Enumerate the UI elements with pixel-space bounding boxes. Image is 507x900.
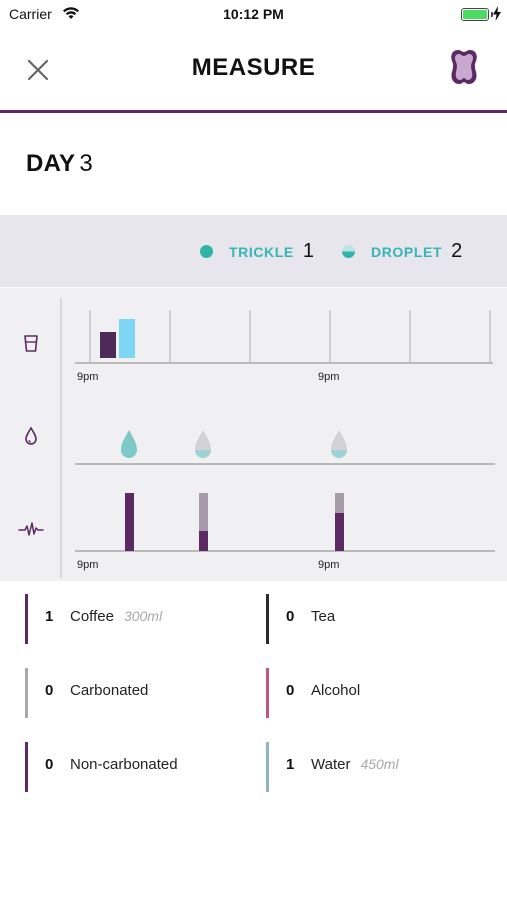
drink-count: 0 [286, 681, 295, 699]
urge-bar-2-bg [199, 493, 208, 551]
droplet-count: 2 [451, 240, 463, 262]
battery-tip [491, 12, 493, 17]
status-time: 10:12 PM [223, 6, 284, 22]
drink-volume: 300ml [123, 607, 163, 624]
nav-header: MEASURE [0, 30, 507, 111]
drops-row [75, 430, 495, 465]
charging-bolt-icon [493, 6, 501, 21]
day-title: DAY 3 [26, 150, 93, 178]
legend-trickle[interactable]: TRICKLE 1 [200, 240, 314, 263]
drop-droplet-1 [195, 430, 211, 458]
battery-icon [461, 8, 489, 21]
drink-name: Water 450ml [311, 755, 399, 773]
header-divider [0, 110, 507, 113]
time-label-top-1: 9pm [77, 371, 98, 383]
day-number: 3 [79, 150, 94, 177]
droplet-label: DROPLET [371, 243, 443, 260]
trickle-label: TRICKLE [229, 243, 294, 260]
drop-droplet-2 [331, 430, 347, 458]
trickle-count: 1 [302, 240, 314, 262]
urge-bar-2-fill [199, 531, 208, 551]
drink-count: 0 [286, 607, 295, 625]
urge-bar-1 [125, 493, 134, 551]
droplet-halfdot-icon [342, 245, 355, 258]
drink-count: 1 [286, 755, 295, 773]
drink-color-bar [25, 742, 28, 792]
drop-icon [25, 426, 37, 445]
intake-row: 9pm 9pm [75, 310, 493, 383]
drink-count: 0 [45, 755, 54, 773]
day-label: DAY [26, 150, 76, 177]
intake-bar-water [119, 319, 135, 358]
device-icon[interactable] [448, 48, 480, 86]
status-bar: Carrier 10:12 PM [0, 0, 507, 28]
time-label-bottom-2: 9pm [318, 559, 339, 571]
legend-band: TRICKLE 1 DROPLET 2 [0, 215, 507, 287]
drink-color-bar [266, 594, 269, 644]
drink-name: Tea [311, 607, 336, 625]
drink-volume: 450ml [360, 755, 399, 772]
intake-bar-coffee [100, 332, 116, 358]
urge-pulse-icon [18, 522, 44, 536]
drink-name: Non-carbonated [70, 755, 178, 773]
legend-droplet[interactable]: DROPLET 2 [342, 240, 462, 263]
drink-name: Coffee 300ml [70, 607, 163, 625]
drink-name: Alcohol [311, 681, 361, 699]
drink-color-bar [25, 668, 28, 718]
drink-color-bar [266, 742, 269, 792]
timeline-chart[interactable]: 9pm 9pm 9pm 9p [0, 288, 507, 581]
drink-count: 0 [45, 681, 54, 699]
urge-row: 9pm 9pm [75, 493, 495, 571]
carrier-label: Carrier [9, 6, 52, 22]
trickle-dot-icon [200, 245, 213, 258]
drink-color-bar [266, 668, 269, 718]
close-icon[interactable] [26, 58, 50, 82]
time-label-top-2: 9pm [318, 371, 339, 383]
glass-icon [24, 335, 38, 352]
drop-trickle [121, 430, 137, 458]
time-label-bottom-1: 9pm [77, 559, 98, 571]
urge-bar-3-fill [335, 513, 344, 551]
drink-name: Carbonated [70, 681, 149, 699]
page-title: MEASURE [191, 54, 316, 81]
wifi-icon [63, 7, 79, 19]
drink-color-bar [25, 594, 28, 644]
timeline-svg: 9pm 9pm 9pm 9p [60, 298, 495, 578]
drink-count: 1 [45, 607, 54, 625]
